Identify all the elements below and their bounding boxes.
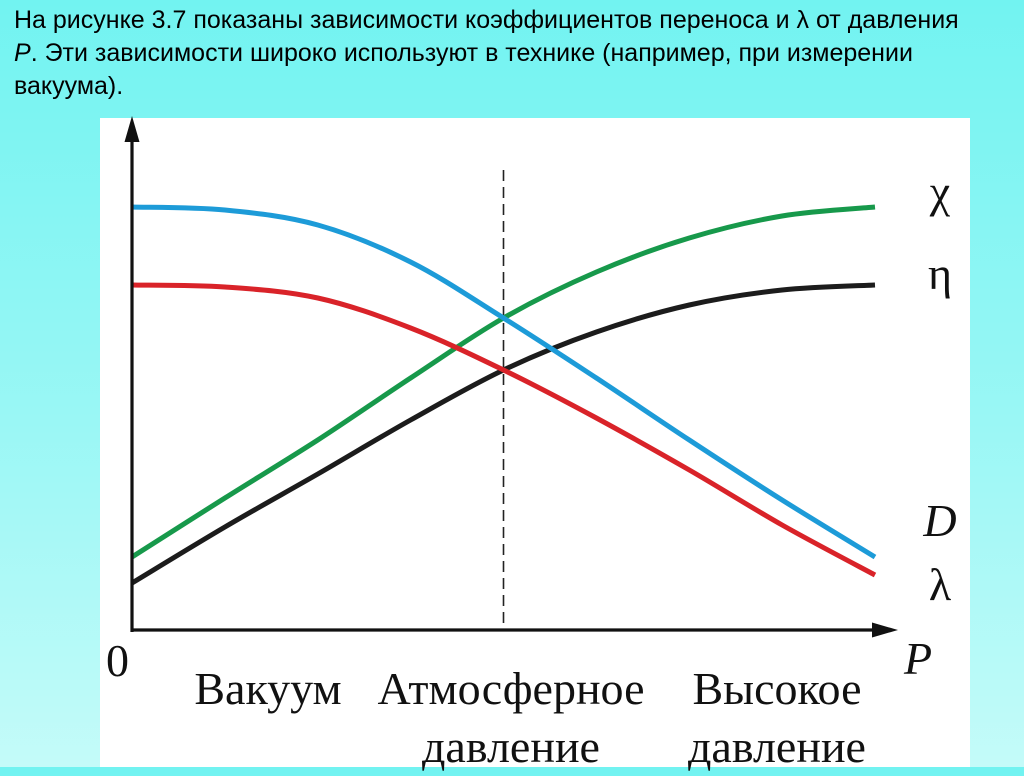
intro-line-3: вакуума). bbox=[14, 72, 124, 100]
series-label-eta: η bbox=[927, 248, 953, 299]
chart-panel bbox=[100, 118, 970, 767]
series-label-lambda: λ bbox=[928, 559, 952, 610]
origin-label: 0 bbox=[106, 635, 129, 686]
series-line-1 bbox=[130, 204, 876, 560]
x-axis-label: P bbox=[904, 633, 933, 684]
curves-group bbox=[130, 204, 877, 586]
y-axis-arrow bbox=[124, 116, 140, 142]
series-label-chi: χ bbox=[929, 166, 951, 217]
x-label-line: давление bbox=[422, 721, 600, 772]
intro-line-1: На рисунке 3.7 показаны зависимости коэф… bbox=[14, 6, 959, 34]
intro-text: На рисунке 3.7 показаны зависимости коэф… bbox=[14, 4, 959, 103]
x-label-line: Вакуум bbox=[194, 663, 342, 714]
x-label-atmospheric: Атмосферное давление bbox=[361, 660, 661, 776]
x-label-high-pressure: Высокое давление bbox=[652, 660, 902, 776]
series-line-2 bbox=[130, 282, 876, 586]
x-label-line: Высокое bbox=[692, 663, 862, 714]
intro-pressure-symbol: P bbox=[14, 39, 31, 67]
x-label-line: давление bbox=[688, 721, 866, 772]
intro-line-2: . Эти зависимости широко используют в те… bbox=[30, 39, 913, 67]
x-axis-arrow bbox=[872, 622, 898, 638]
series-line-3 bbox=[131, 204, 877, 560]
x-label-line: Атмосферное bbox=[377, 663, 645, 714]
series-label-d: D bbox=[923, 495, 957, 546]
series-line-4 bbox=[131, 282, 877, 578]
x-label-vacuum: Вакуум bbox=[168, 660, 368, 718]
